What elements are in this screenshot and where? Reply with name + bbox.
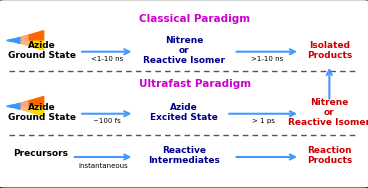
Text: <1-10 ns: <1-10 ns	[91, 56, 123, 62]
Text: Reaction
Products: Reaction Products	[307, 146, 352, 165]
Text: ~100 fs: ~100 fs	[93, 118, 121, 124]
Text: Reactive
Intermediates: Reactive Intermediates	[148, 146, 220, 165]
Polygon shape	[11, 36, 28, 45]
Polygon shape	[7, 105, 13, 108]
Text: Isolated
Products: Isolated Products	[307, 41, 352, 60]
Polygon shape	[9, 37, 20, 43]
Polygon shape	[11, 102, 28, 111]
Text: Azide
Excited State: Azide Excited State	[150, 103, 218, 122]
Polygon shape	[11, 96, 44, 106]
Text: Nitrene
or
Reactive Isomer: Nitrene or Reactive Isomer	[143, 36, 225, 65]
Polygon shape	[11, 40, 44, 50]
Polygon shape	[11, 31, 44, 40]
Text: > 1 ps: > 1 ps	[252, 118, 275, 124]
Text: Azide
Ground State: Azide Ground State	[8, 103, 76, 122]
Text: instantaneous: instantaneous	[78, 163, 128, 169]
Text: Classical Paradigm: Classical Paradigm	[139, 14, 251, 24]
Text: Precursors: Precursors	[13, 149, 68, 158]
Polygon shape	[9, 103, 20, 109]
Text: Azide
Ground State: Azide Ground State	[8, 41, 76, 60]
Text: >1-10 ns: >1-10 ns	[251, 56, 283, 62]
Text: Nitrene
or
Reactive Isomer: Nitrene or Reactive Isomer	[289, 98, 368, 127]
Polygon shape	[7, 39, 13, 42]
Text: Ultrafast Paradigm: Ultrafast Paradigm	[139, 79, 251, 89]
Polygon shape	[11, 105, 44, 116]
